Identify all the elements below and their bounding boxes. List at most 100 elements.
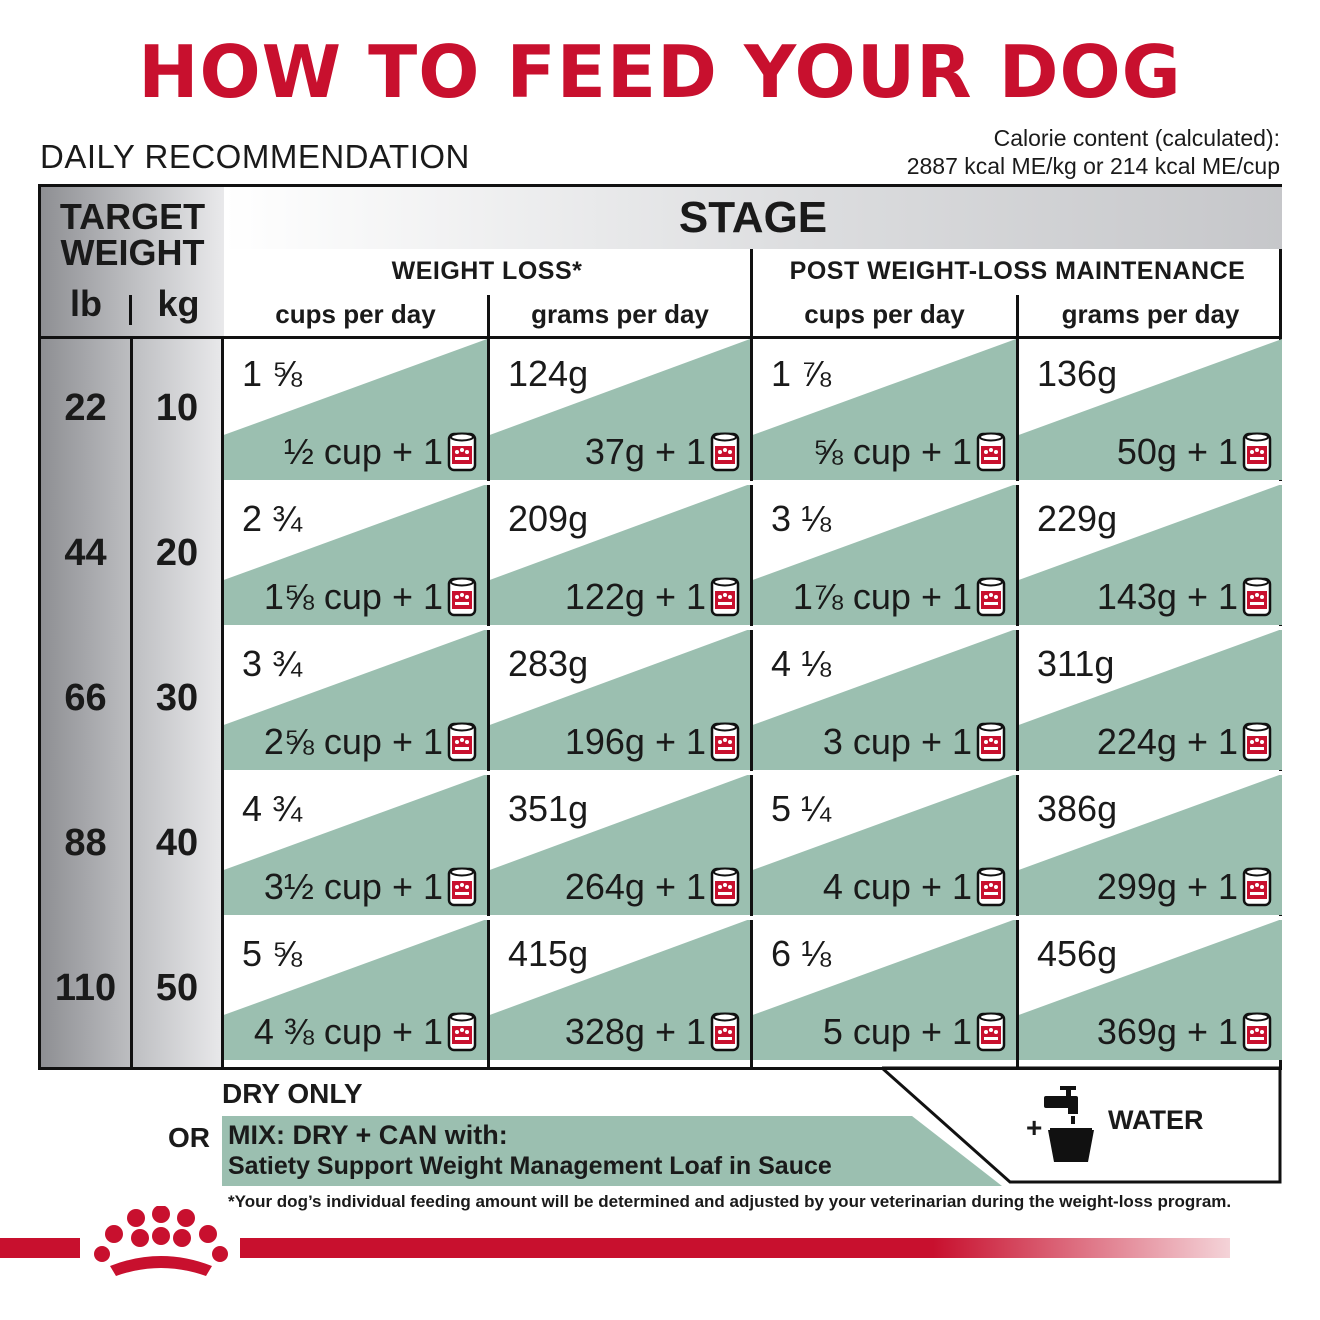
mix-amount: 50g + 1 <box>1117 430 1272 474</box>
dry-only-amount: 415g <box>508 933 589 974</box>
mix-amount-text: 1⅝ cup + 1 <box>263 576 443 617</box>
mix-amount: 224g + 1 <box>1097 720 1272 764</box>
brand-bar-left <box>0 1238 80 1258</box>
col-head-wl-cups: cups per day <box>275 299 436 329</box>
mix-amount: 369g + 1 <box>1097 1010 1272 1054</box>
header-bottom-line <box>41 336 1282 339</box>
stage-header-band <box>224 187 1282 249</box>
row-divider <box>224 626 1282 630</box>
stage-heading: STAGE <box>678 193 828 242</box>
unit-kg: kg <box>157 283 200 324</box>
dry-only-amount: 6 ⅛ <box>771 933 832 974</box>
dry-only-amount: 229g <box>1037 498 1118 539</box>
mix-amount: 2⅝ cup + 1 <box>264 720 477 764</box>
daily-recommendation-heading: DAILY RECOMMENDATION <box>40 138 470 175</box>
can-icon <box>447 722 477 762</box>
weight-lb: 66 <box>64 677 107 719</box>
feeding-cell: 5 ¼ 4 cup + 1 <box>753 774 1016 915</box>
calorie-line-1: Calorie content (calculated): <box>993 125 1280 151</box>
mix-triangle <box>490 339 750 480</box>
mix-amount: 37g + 1 <box>585 430 740 474</box>
feeding-cell: 1 ⅞ ⅝ cup + 1 <box>753 339 1016 480</box>
lb-kg-divider <box>130 339 133 1067</box>
feeding-cell: 351g 264g + 1 <box>490 774 750 915</box>
can-icon <box>1242 577 1272 617</box>
feeding-cell: 5 ⅝ 4 ⅜ cup + 1 <box>224 919 487 1060</box>
dry-only-amount: 1 ⅞ <box>771 353 832 394</box>
mix-triangle <box>490 484 750 625</box>
feeding-table: STAGE TARGET WEIGHT lb kg WEIGHT LOSS* P… <box>38 184 1282 1070</box>
dry-only-amount: 3 ⅛ <box>771 498 832 539</box>
mix-amount: 328g + 1 <box>565 1010 740 1054</box>
mix-amount-text: 224g + 1 <box>1096 721 1238 762</box>
mix-amount: 3 cup + 1 <box>823 720 1006 764</box>
mix-amount: 3½ cup + 1 <box>264 865 477 909</box>
mix-amount-text: 4 cup + 1 <box>822 866 972 907</box>
weight-lb: 44 <box>64 532 107 574</box>
mix-triangle <box>1019 919 1282 1060</box>
can-icon <box>976 867 1006 907</box>
can-icon <box>976 722 1006 762</box>
stage-weight-loss: WEIGHT LOSS* <box>391 257 583 285</box>
dry-only-amount: 136g <box>1037 353 1118 394</box>
mix-amount: 5 cup + 1 <box>823 1010 1006 1054</box>
can-icon <box>710 577 740 617</box>
weight-lb: 88 <box>64 822 107 864</box>
mix-amount-text: 299g + 1 <box>1096 866 1238 907</box>
can-icon <box>1242 867 1272 907</box>
page-title: HOW TO FEED YOUR DOG <box>138 30 1182 114</box>
mix-triangle <box>490 629 750 770</box>
can-icon <box>1242 1012 1272 1052</box>
mix-triangle <box>753 484 1016 625</box>
mix-triangle <box>224 919 487 1060</box>
royal-canin-crown-logo <box>94 1206 228 1276</box>
mix-triangle <box>224 339 487 480</box>
mix-amount-text: ⅝ cup + 1 <box>812 431 972 472</box>
can-icon <box>710 432 740 472</box>
feeding-cell: 456g 369g + 1 <box>1019 919 1282 1060</box>
row-divider <box>224 481 1282 485</box>
mix-amount-text: 4 ⅜ cup + 1 <box>253 1011 443 1052</box>
mix-triangle <box>753 919 1016 1060</box>
feeding-cell: 4 ⅛ 3 cup + 1 <box>753 629 1016 770</box>
mix-amount: 299g + 1 <box>1097 865 1272 909</box>
dry-only-amount: 1 ⅝ <box>242 353 303 394</box>
can-icon <box>1242 722 1272 762</box>
mix-amount-text: 328g + 1 <box>564 1011 706 1052</box>
feeding-cell: 415g 328g + 1 <box>490 919 750 1060</box>
weights-divider <box>221 339 224 1067</box>
stage-divider <box>750 249 753 1067</box>
mix-amount-text: 369g + 1 <box>1096 1011 1238 1052</box>
or-label: OR <box>168 1122 210 1153</box>
can-icon <box>976 1012 1006 1052</box>
mix-amount: 143g + 1 <box>1097 575 1272 619</box>
dry-only-amount: 5 ¼ <box>771 788 832 829</box>
mix-product-name: Satiety Support Weight Management Loaf i… <box>228 1152 832 1180</box>
mix-amount: 4 ⅜ cup + 1 <box>254 1010 477 1054</box>
feeding-cell: 3 ¾ 2⅝ cup + 1 <box>224 629 487 770</box>
feeding-cell: 386g 299g + 1 <box>1019 774 1282 915</box>
target-weight-heading: TARGET WEIGHT <box>59 196 206 273</box>
row-divider <box>224 771 1282 775</box>
feeding-cell: 124g 37g + 1 <box>490 339 750 480</box>
col-divider <box>1016 295 1019 1067</box>
mix-amount-text: 5 cup + 1 <box>822 1011 972 1052</box>
unit-divider <box>129 295 132 325</box>
mix-amount-text: 264g + 1 <box>564 866 706 907</box>
can-icon <box>1242 432 1272 472</box>
can-icon <box>976 577 1006 617</box>
brand-bar-right <box>240 1238 1230 1258</box>
weight-kg: 30 <box>155 677 199 719</box>
weight-kg: 50 <box>155 967 199 1009</box>
mix-amount: ½ cup + 1 <box>284 430 477 474</box>
dry-only-amount: 4 ⅛ <box>771 643 832 684</box>
mix-triangle <box>1019 484 1282 625</box>
mix-band <box>222 1116 1002 1186</box>
mix-triangle <box>753 629 1016 770</box>
dry-only-amount: 283g <box>508 643 589 684</box>
feeding-cell: 2 ¾ 1⅝ cup + 1 <box>224 484 487 625</box>
mix-amount: 1⅞ cup + 1 <box>793 575 1006 619</box>
mix-amount-text: 3½ cup + 1 <box>263 866 443 907</box>
mix-triangle <box>490 919 750 1060</box>
dry-only-amount: 5 ⅝ <box>242 933 303 974</box>
